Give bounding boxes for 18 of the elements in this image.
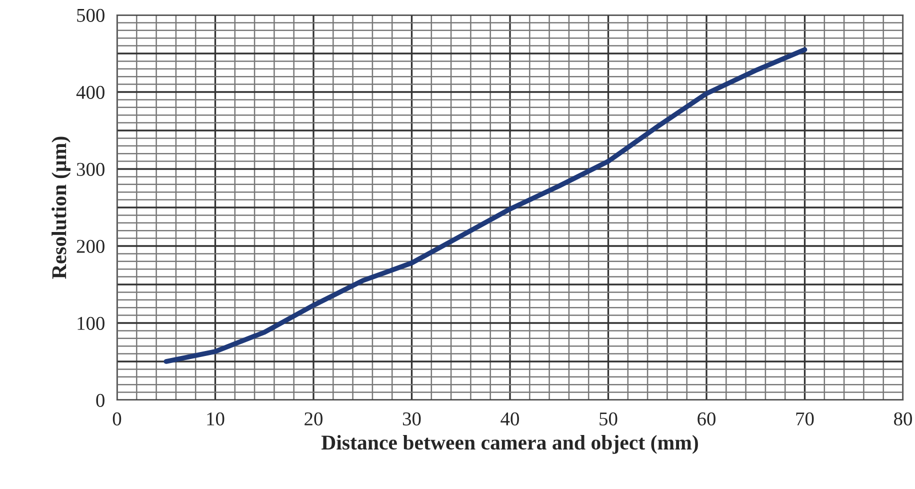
- y-tick-label: 400: [76, 86, 104, 99]
- y-tick-label: 100: [78, 316, 104, 330]
- x-tick-label: 50: [600, 412, 618, 426]
- y-tick-label: 0: [96, 394, 104, 407]
- x-tick-label: 0: [112, 412, 122, 426]
- x-axis-title: Distance between camera and object (mm): [321, 434, 698, 454]
- x-tick-label: 40: [500, 412, 519, 426]
- line-series: [164, 47, 808, 364]
- x-tick-label: 80: [894, 412, 912, 426]
- y-tick-label: 500: [77, 8, 104, 22]
- x-tick-label: 70: [796, 412, 814, 426]
- y-axis-title: Resolution (µm): [52, 136, 70, 279]
- x-tick-label: 30: [402, 412, 421, 426]
- x-tick-label: 20: [304, 412, 322, 426]
- y-tick-label: 300: [76, 162, 104, 176]
- y-tick-label: 200: [76, 240, 104, 253]
- x-tick-label: 60: [698, 412, 716, 426]
- x-tick-label: 10: [207, 412, 224, 426]
